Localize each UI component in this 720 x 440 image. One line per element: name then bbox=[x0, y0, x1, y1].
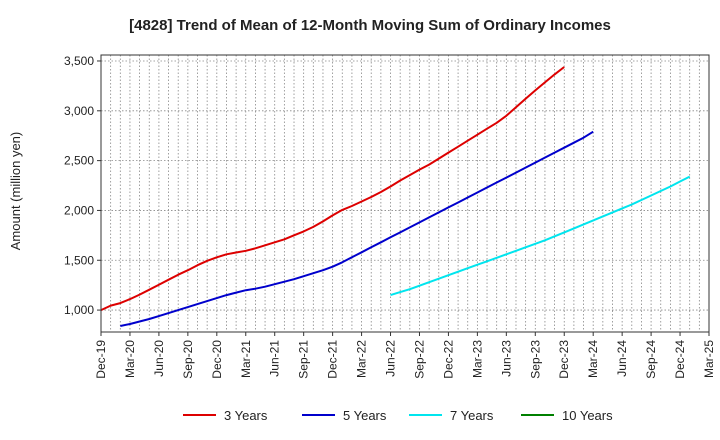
y-tick-label: 3,000 bbox=[64, 104, 94, 118]
x-tick-label: Mar-22 bbox=[355, 340, 369, 378]
y-axis-label: Amount (million yen) bbox=[8, 132, 23, 251]
x-tick-label: Sep-20 bbox=[181, 340, 195, 379]
x-tick-label: Jun-20 bbox=[152, 340, 166, 377]
y-tick-label: 1,500 bbox=[64, 253, 94, 267]
plot-area bbox=[101, 55, 709, 332]
y-tick-label: 3,500 bbox=[64, 54, 94, 68]
x-tick-label: Mar-25 bbox=[702, 340, 716, 378]
legend-label: 10 Years bbox=[562, 408, 613, 423]
series-line-7-years bbox=[390, 175, 691, 297]
legend: 3 Years 5 Years 7 Years 10 Years bbox=[183, 408, 613, 423]
y-axis-ticks: 1,000 1,500 2,000 2,500 3,000 3,500 bbox=[64, 54, 101, 317]
series-line-5-years bbox=[120, 130, 594, 327]
legend-label: 3 Years bbox=[224, 408, 268, 423]
x-tick-label: Dec-20 bbox=[210, 340, 224, 379]
series-line-3-years bbox=[100, 66, 565, 312]
x-tick-label: Mar-20 bbox=[123, 340, 137, 378]
series-lines bbox=[100, 66, 691, 327]
chart-title: [4828] Trend of Mean of 12-Month Moving … bbox=[129, 17, 611, 34]
x-tick-label: Jun-23 bbox=[499, 340, 513, 377]
plot-border bbox=[100, 54, 710, 333]
x-tick-label: Jun-21 bbox=[268, 340, 282, 377]
x-tick-label: Mar-24 bbox=[586, 340, 600, 378]
x-tick-label: Dec-21 bbox=[326, 340, 340, 379]
x-tick-label: Sep-22 bbox=[412, 340, 426, 379]
legend-label: 7 Years bbox=[450, 408, 494, 423]
x-tick-label: Mar-21 bbox=[239, 340, 253, 378]
x-tick-label: Dec-24 bbox=[673, 340, 687, 379]
y-tick-label: 2,000 bbox=[64, 203, 94, 217]
x-tick-label: Mar-23 bbox=[470, 340, 484, 378]
y-tick-label: 1,000 bbox=[64, 303, 94, 317]
x-tick-label: Dec-19 bbox=[94, 340, 108, 379]
x-tick-label: Dec-22 bbox=[441, 340, 455, 379]
x-tick-label: Jun-24 bbox=[615, 340, 629, 377]
x-tick-label: Sep-23 bbox=[528, 340, 542, 379]
gridlines bbox=[101, 55, 710, 332]
x-tick-label: Sep-24 bbox=[644, 340, 658, 379]
legend-label: 5 Years bbox=[343, 408, 387, 423]
x-tick-label: Dec-23 bbox=[557, 340, 571, 379]
x-axis-ticks: Dec-19 Mar-20 Jun-20 Sep-20 Dec-20 Mar-21 Jun-… bbox=[94, 332, 716, 379]
y-tick-label: 2,500 bbox=[64, 154, 94, 168]
x-tick-label: Sep-21 bbox=[297, 340, 311, 379]
x-tick-label: Jun-22 bbox=[384, 340, 398, 377]
